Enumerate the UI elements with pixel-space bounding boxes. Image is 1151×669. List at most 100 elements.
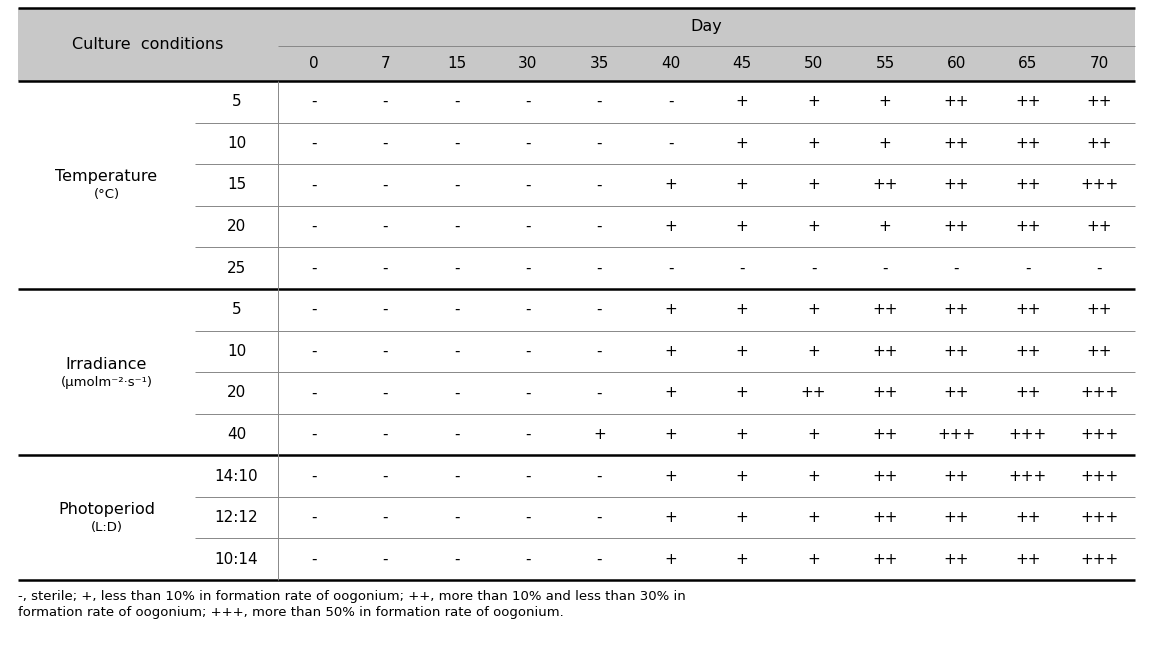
- Text: ++: ++: [1087, 94, 1112, 109]
- Text: +: +: [807, 177, 820, 193]
- Text: ++: ++: [872, 552, 898, 567]
- Text: +: +: [735, 385, 748, 400]
- Text: Day: Day: [691, 19, 723, 35]
- Text: +: +: [664, 552, 677, 567]
- Text: -: -: [311, 261, 317, 276]
- Text: ++: ++: [944, 177, 969, 193]
- Text: -: -: [311, 552, 317, 567]
- Text: formation rate of oogonium; +++, more than 50% in formation rate of oogonium.: formation rate of oogonium; +++, more th…: [18, 606, 564, 619]
- Text: 5: 5: [231, 94, 242, 109]
- Text: +: +: [735, 136, 748, 151]
- Text: +: +: [664, 468, 677, 484]
- Text: -: -: [525, 385, 531, 400]
- Text: ++: ++: [872, 468, 898, 484]
- Text: 7: 7: [380, 56, 390, 71]
- Text: -: -: [596, 261, 602, 276]
- Text: ++: ++: [944, 94, 969, 109]
- Text: ++: ++: [1015, 385, 1041, 400]
- Text: 15: 15: [447, 56, 466, 71]
- Text: ++: ++: [1087, 344, 1112, 359]
- Text: +++: +++: [1080, 552, 1119, 567]
- Text: -: -: [596, 219, 602, 234]
- Text: -: -: [525, 344, 531, 359]
- Text: -: -: [596, 177, 602, 193]
- Text: 10: 10: [227, 344, 246, 359]
- Text: -: -: [382, 219, 388, 234]
- Text: -: -: [596, 136, 602, 151]
- Text: -: -: [810, 261, 816, 276]
- Text: +: +: [735, 344, 748, 359]
- Text: -: -: [525, 136, 531, 151]
- Text: 12:12: 12:12: [215, 510, 258, 525]
- Text: +: +: [735, 177, 748, 193]
- Text: 65: 65: [1019, 56, 1037, 71]
- Text: -: -: [382, 385, 388, 400]
- Text: -: -: [382, 468, 388, 484]
- Text: -: -: [382, 552, 388, 567]
- Text: +: +: [735, 219, 748, 234]
- Text: +: +: [664, 385, 677, 400]
- Text: -: -: [453, 468, 459, 484]
- Text: ++: ++: [872, 427, 898, 442]
- Text: -: -: [525, 177, 531, 193]
- Text: +: +: [735, 468, 748, 484]
- Text: 5: 5: [231, 302, 242, 317]
- Text: 55: 55: [876, 56, 894, 71]
- Text: -: -: [382, 136, 388, 151]
- Text: -: -: [596, 510, 602, 525]
- Text: -: -: [311, 385, 317, 400]
- Text: +: +: [735, 94, 748, 109]
- Text: -: -: [525, 552, 531, 567]
- Text: -: -: [525, 219, 531, 234]
- Text: ++: ++: [944, 468, 969, 484]
- Text: +++: +++: [1008, 468, 1047, 484]
- Text: +: +: [664, 344, 677, 359]
- Text: -: -: [883, 261, 887, 276]
- Text: -: -: [453, 552, 459, 567]
- Text: +++: +++: [1080, 510, 1119, 525]
- Text: +++: +++: [1080, 177, 1119, 193]
- Text: 10:14: 10:14: [215, 552, 258, 567]
- Text: 25: 25: [227, 261, 246, 276]
- Text: -: -: [596, 468, 602, 484]
- Text: -: -: [311, 468, 317, 484]
- Text: ++: ++: [1015, 219, 1041, 234]
- Text: +: +: [735, 427, 748, 442]
- Text: (L:D): (L:D): [91, 521, 122, 534]
- Text: +: +: [878, 136, 891, 151]
- Text: ++: ++: [872, 302, 898, 317]
- Text: -: -: [525, 427, 531, 442]
- Text: ++: ++: [1015, 94, 1041, 109]
- Text: +: +: [593, 427, 605, 442]
- Text: ++: ++: [872, 385, 898, 400]
- Text: ++: ++: [1015, 177, 1041, 193]
- Bar: [18, 8, 1135, 81]
- Text: ++: ++: [1015, 302, 1041, 317]
- Text: -: -: [311, 94, 317, 109]
- Text: ++: ++: [1015, 344, 1041, 359]
- Text: ++: ++: [944, 219, 969, 234]
- Text: +++: +++: [1008, 427, 1047, 442]
- Text: -: -: [453, 344, 459, 359]
- Text: 15: 15: [227, 177, 246, 193]
- Text: +++: +++: [1080, 468, 1119, 484]
- Text: -: -: [311, 427, 317, 442]
- Text: -: -: [453, 510, 459, 525]
- Text: (μmolm⁻²·s⁻¹): (μmolm⁻²·s⁻¹): [61, 375, 152, 389]
- Text: ++: ++: [944, 302, 969, 317]
- Text: -: -: [382, 261, 388, 276]
- Text: 14:10: 14:10: [215, 468, 258, 484]
- Text: +: +: [664, 177, 677, 193]
- Text: -: -: [382, 302, 388, 317]
- Text: ++: ++: [944, 552, 969, 567]
- Text: 35: 35: [589, 56, 609, 71]
- Text: +: +: [807, 510, 820, 525]
- Text: +: +: [807, 302, 820, 317]
- Text: Temperature: Temperature: [55, 169, 158, 185]
- Text: +++: +++: [1080, 385, 1119, 400]
- Text: -: -: [382, 94, 388, 109]
- Text: 20: 20: [227, 219, 246, 234]
- Text: 60: 60: [947, 56, 966, 71]
- Text: +++: +++: [937, 427, 976, 442]
- Text: ++: ++: [1015, 552, 1041, 567]
